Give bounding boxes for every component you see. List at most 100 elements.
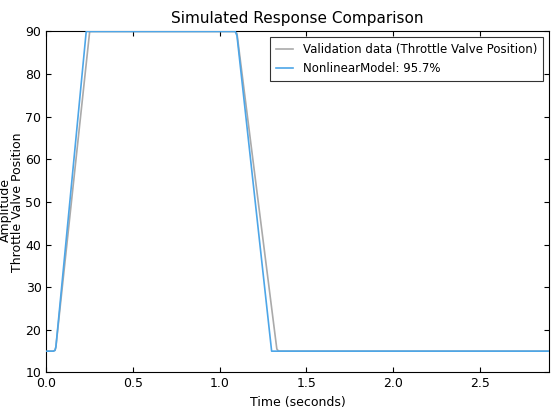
NonlinearModel: 95.7%: (1.31, 15): 95.7%: (1.31, 15) [270,349,277,354]
NonlinearModel: 95.7%: (2.9, 15): 95.7%: (2.9, 15) [545,349,552,354]
Validation data (Throttle Valve Position) [86,29,93,34]
NonlinearModel: 95.7%: (0.156, 58.8): 95.7%: (0.156, 58.8) [70,162,77,167]
Validation data (Throttle Valve Position) [242,97,249,102]
NonlinearModel: 95.7%: (0.101, 35.5): 95.7%: (0.101, 35.5) [60,261,67,266]
NonlinearModel: 95.7%: (0.04, 15): 95.7%: (0.04, 15) [50,349,57,354]
Validation data (Throttle Valve Position) [238,64,245,69]
NonlinearModel: 95.7%: (1.13, 77.3): 95.7%: (1.13, 77.3) [239,83,246,88]
NonlinearModel: 95.7%: (1.27, 26.7): 95.7%: (1.27, 26.7) [263,299,269,304]
NonlinearModel: 95.7%: (0.212, 82.2): 95.7%: (0.212, 82.2) [80,62,86,67]
NonlinearModel: 95.7%: (1.18, 57.8): 95.7%: (1.18, 57.8) [248,166,255,171]
Validation data (Throttle Valve Position) [43,349,50,354]
NonlinearModel: 95.7%: (0.0734, 23.8): 95.7%: (0.0734, 23.8) [56,311,63,316]
Validation data (Throttle Valve Position) [74,145,81,150]
Validation data (Throttle Valve Position) [77,112,84,117]
Validation data (Throttle Valve Position) [72,162,79,167]
Validation data (Throttle Valve Position) [263,263,270,268]
Title: Simulated Response Comparison: Simulated Response Comparison [171,11,424,26]
NonlinearModel: 95.7%: (1.11, 85.1): 95.7%: (1.11, 85.1) [235,50,242,55]
NonlinearModel: 95.7%: (1.3, 15): 95.7%: (1.3, 15) [268,349,275,354]
Validation data (Throttle Valve Position) [56,311,63,316]
Validation data (Throttle Valve Position) [50,349,57,354]
NonlinearModel: 95.7%: (1.15, 69.5): 95.7%: (1.15, 69.5) [242,116,249,121]
NonlinearModel: 95.7%: (1.16, 65.6): 95.7%: (1.16, 65.6) [245,133,251,138]
Validation data (Throttle Valve Position) [545,349,552,354]
Validation data (Throttle Valve Position) [250,164,257,169]
Validation data (Throttle Valve Position) [267,297,274,302]
NonlinearModel: 95.7%: (0.055, 16): 95.7%: (0.055, 16) [53,344,59,349]
NonlinearModel: 95.7%: (0.0918, 31.6): 95.7%: (0.0918, 31.6) [59,278,66,283]
NonlinearModel: 95.7%: (1.12, 81.2): 95.7%: (1.12, 81.2) [237,66,244,71]
NonlinearModel: 95.7%: (0.193, 74.4): 95.7%: (0.193, 74.4) [77,95,83,100]
NonlinearModel: 95.7%: (1.19, 53.9): 95.7%: (1.19, 53.9) [250,183,256,188]
NonlinearModel: 95.7%: (1.22, 46.2): 95.7%: (1.22, 46.2) [254,216,260,221]
Validation data (Throttle Valve Position) [53,344,59,349]
Validation data (Throttle Valve Position) [79,95,86,100]
NonlinearModel: 95.7%: (1.28, 22.8): 95.7%: (1.28, 22.8) [265,315,272,320]
NonlinearModel: 95.7%: (0.11, 39.4): 95.7%: (0.11, 39.4) [62,245,69,250]
Validation data (Throttle Valve Position) [71,178,77,184]
Validation data (Throttle Valve Position) [273,346,280,352]
NonlinearModel: 95.7%: (0.23, 90): 95.7%: (0.23, 90) [83,29,90,34]
NonlinearModel: 95.7%: (0.202, 78.3): 95.7%: (0.202, 78.3) [78,79,85,84]
Validation data (Throttle Valve Position) [234,31,240,36]
Validation data (Throttle Valve Position) [236,47,242,52]
Line: Validation data (Throttle Valve Position): Validation data (Throttle Valve Position… [46,32,549,351]
Validation data (Throttle Valve Position) [244,114,251,119]
Validation data (Throttle Valve Position) [272,330,278,335]
Validation data (Throttle Valve Position) [60,278,67,283]
NonlinearModel: 95.7%: (0.166, 62.7): 95.7%: (0.166, 62.7) [72,145,78,150]
Validation data (Throttle Valve Position) [275,349,282,354]
Line: NonlinearModel: 95.7%: NonlinearModel: 95.7% [46,32,549,351]
Validation data (Throttle Valve Position) [54,328,61,333]
NonlinearModel: 95.7%: (1.09, 90): 95.7%: (1.09, 90) [232,29,239,34]
NonlinearModel: 95.7%: (1.1, 89): 95.7%: (1.1, 89) [234,33,240,38]
NonlinearModel: 95.7%: (0.138, 51.1): 95.7%: (0.138, 51.1) [67,195,73,200]
Validation data (Throttle Valve Position) [65,228,72,233]
Validation data (Throttle Valve Position) [81,79,88,84]
Validation data (Throttle Valve Position) [76,129,82,134]
NonlinearModel: 95.7%: (0.175, 66.6): 95.7%: (0.175, 66.6) [73,129,80,134]
Text: Amplitude: Amplitude [0,178,12,242]
NonlinearModel: 95.7%: (1.25, 34.5): 95.7%: (1.25, 34.5) [259,265,266,270]
NonlinearModel: 95.7%: (1.26, 30.6): 95.7%: (1.26, 30.6) [261,282,268,287]
NonlinearModel: 95.7%: (0.0826, 27.7): 95.7%: (0.0826, 27.7) [57,294,64,299]
Validation data (Throttle Valve Position) [232,29,239,34]
Validation data (Throttle Valve Position) [62,261,68,266]
Validation data (Throttle Valve Position) [52,348,58,353]
Validation data (Throttle Valve Position) [53,344,59,349]
NonlinearModel: 95.7%: (0, 15): 95.7%: (0, 15) [43,349,50,354]
NonlinearModel: 95.7%: (1.24, 38.4): 95.7%: (1.24, 38.4) [258,249,264,254]
NonlinearModel: 95.7%: (1.14, 73.4): 95.7%: (1.14, 73.4) [241,100,248,105]
NonlinearModel: 95.7%: (0.05, 15.2): 95.7%: (0.05, 15.2) [52,348,58,353]
Validation data (Throttle Valve Position) [234,31,240,36]
Validation data (Throttle Valve Position) [255,197,262,202]
NonlinearModel: 95.7%: (1.1, 89): 95.7%: (1.1, 89) [234,33,240,38]
NonlinearModel: 95.7%: (0.147, 54.9): 95.7%: (0.147, 54.9) [68,178,75,184]
NonlinearModel: 95.7%: (1.17, 61.7): 95.7%: (1.17, 61.7) [246,150,253,155]
Validation data (Throttle Valve Position) [68,195,75,200]
Validation data (Throttle Valve Position) [248,147,255,152]
Validation data (Throttle Valve Position) [58,294,64,299]
Validation data (Throttle Valve Position) [261,247,268,252]
Validation data (Throttle Valve Position) [85,45,91,50]
Validation data (Throttle Valve Position) [269,313,276,318]
NonlinearModel: 95.7%: (0.221, 86.1): 95.7%: (0.221, 86.1) [81,45,88,50]
NonlinearModel: 95.7%: (0.184, 70.5): 95.7%: (0.184, 70.5) [75,112,82,117]
NonlinearModel: 95.7%: (0.24, 90): 95.7%: (0.24, 90) [85,29,91,34]
Validation data (Throttle Valve Position) [83,62,90,67]
NonlinearModel: 95.7%: (1.21, 50.1): 95.7%: (1.21, 50.1) [252,199,259,204]
NonlinearModel: 95.7%: (0.119, 43.3): 95.7%: (0.119, 43.3) [64,228,71,233]
NonlinearModel: 95.7%: (0.0642, 19.9): 95.7%: (0.0642, 19.9) [54,328,61,333]
Validation data (Throttle Valve Position) [67,212,73,217]
Validation data (Throttle Valve Position) [246,131,253,136]
Validation data (Throttle Valve Position) [259,230,265,235]
NonlinearModel: 95.7%: (0.055, 16): 95.7%: (0.055, 16) [53,344,59,349]
Validation data (Throttle Valve Position) [256,214,263,219]
Y-axis label: Throttle Valve Position: Throttle Valve Position [11,132,24,272]
NonlinearModel: 95.7%: (1.23, 42.3): 95.7%: (1.23, 42.3) [255,232,262,237]
NonlinearModel: 95.7%: (1.29, 18.9): 95.7%: (1.29, 18.9) [267,332,273,337]
Validation data (Throttle Valve Position) [88,29,95,34]
NonlinearModel: 95.7%: (0.129, 47.2): 95.7%: (0.129, 47.2) [66,212,72,217]
Validation data (Throttle Valve Position) [240,81,246,86]
